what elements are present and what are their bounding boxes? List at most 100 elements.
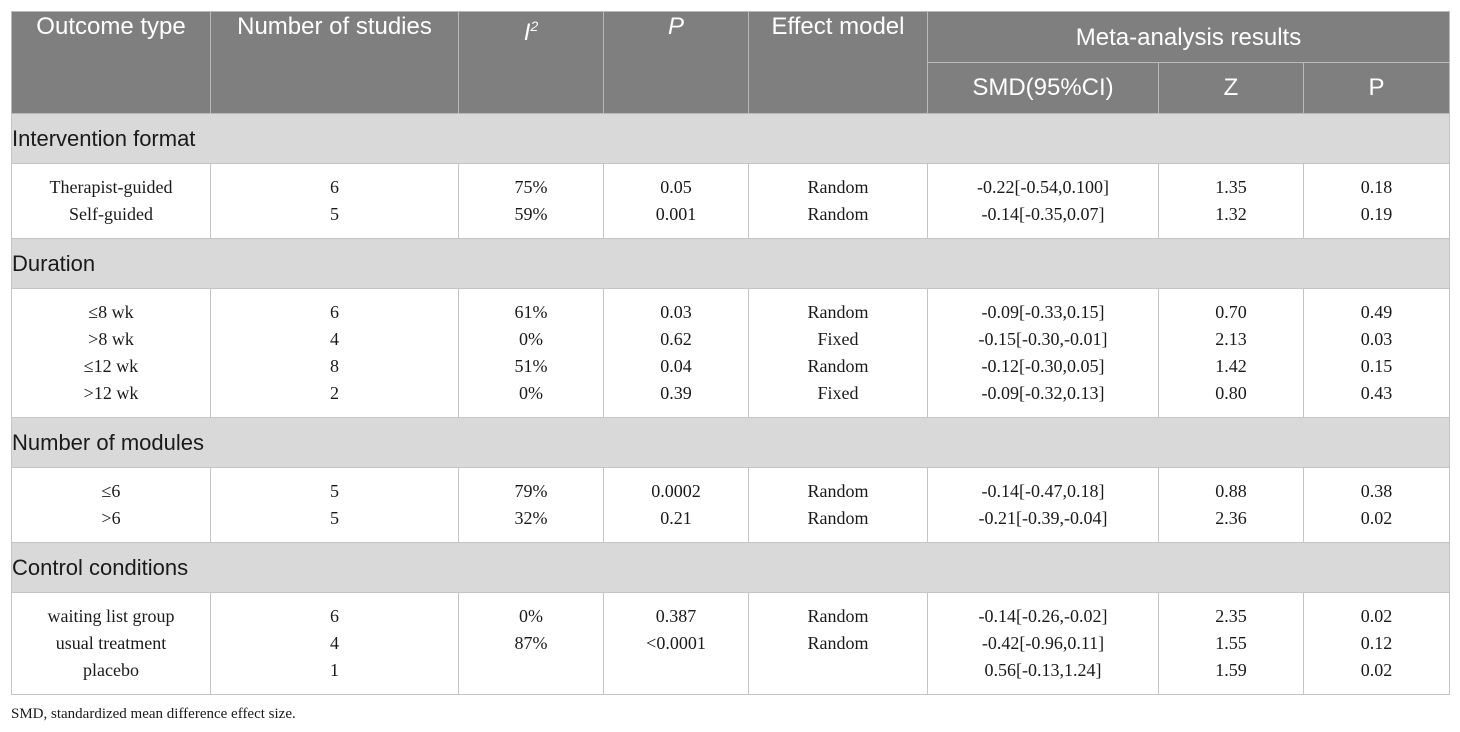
cell-z: 1.42 — [1158, 353, 1304, 380]
cell-model: Random — [748, 163, 928, 201]
cell-z: 1.35 — [1158, 163, 1304, 201]
cell-n: 5 — [210, 201, 459, 239]
cell-i2: 87% — [458, 630, 604, 657]
header-p-value: P — [1302, 62, 1451, 114]
cell-p2: 0.49 — [1302, 288, 1451, 326]
table-row: ≤8 wk 6 61% 0.03 Random -0.09[-0.33,0.15] 0.70… — [11, 288, 1451, 326]
cell-outcome: placebo — [11, 657, 211, 695]
group-title: Intervention format — [10, 113, 1451, 164]
subheader-row: SMD(95%CI) Z P — [12, 62, 1451, 114]
table-row: >8 wk 4 0% 0.62 Fixed -0.15[-0.30,-0.01] 2.13 0… — [11, 326, 1451, 353]
cell-outcome: >8 wk — [11, 326, 211, 353]
header-number-of-studies: Number of studies — [210, 11, 459, 114]
group-title: Control conditions — [10, 542, 1451, 593]
meta-analysis-table: Outcome type Number of studies I2 P Effe… — [10, 11, 1451, 695]
table-footnote: SMD, standardized mean difference effect… — [11, 706, 296, 722]
cell-model: Random — [748, 467, 928, 505]
table-row: Self-guided 5 59% 0.001 Random -0.14[-0.35,0.… — [11, 201, 1451, 239]
cell-p2: 0.19 — [1302, 201, 1451, 239]
cell-i2: 61% — [458, 288, 604, 326]
group-title: Number of modules — [10, 417, 1451, 468]
cell-smd: -0.15[-0.30,-0.01] — [927, 326, 1159, 353]
cell-p: 0.62 — [603, 326, 749, 353]
cell-model: Fixed — [748, 326, 928, 353]
cell-smd: -0.12[-0.30,0.05] — [927, 353, 1159, 380]
cell-p: 0.05 — [603, 163, 749, 201]
cell-smd: -0.09[-0.33,0.15] — [927, 288, 1159, 326]
cell-p: <0.0001 — [603, 630, 749, 657]
cell-z: 1.55 — [1158, 630, 1304, 657]
cell-z: 2.13 — [1158, 326, 1304, 353]
table-row: usual treatment 4 87% <0.0001 Random -0.42[-0… — [11, 630, 1451, 657]
cell-n: 4 — [210, 326, 459, 353]
cell-p: 0.387 — [603, 592, 749, 630]
cell-model: Random — [748, 630, 928, 657]
cell-i2: 75% — [458, 163, 604, 201]
table-row: >12 wk 2 0% 0.39 Fixed -0.09[-0.32,0.13] 0.80 0… — [11, 380, 1451, 418]
cell-p2: 0.02 — [1302, 657, 1451, 695]
cell-n: 5 — [210, 467, 459, 505]
table-row: placebo 1 0.56[-0.13,1.24] 1.59 0.02 — [11, 657, 1451, 695]
group-row: Number of modules — [10, 417, 1451, 468]
cell-p: 0.21 — [603, 505, 749, 543]
cell-p2: 0.12 — [1302, 630, 1451, 657]
cell-p2: 0.03 — [1302, 326, 1451, 353]
cell-model: Fixed — [748, 380, 928, 418]
cell-i2: 59% — [458, 201, 604, 239]
cell-n: 6 — [210, 163, 459, 201]
cell-outcome: >6 — [11, 505, 211, 543]
cell-outcome: ≤8 wk — [11, 288, 211, 326]
group-row: Control conditions — [10, 542, 1451, 593]
cell-model: Random — [748, 592, 928, 630]
cell-smd: -0.14[-0.26,-0.02] — [927, 592, 1159, 630]
cell-i2: 0% — [458, 326, 604, 353]
cell-i2: 0% — [458, 592, 604, 630]
cell-p: 0.39 — [603, 380, 749, 418]
cell-outcome: Self-guided — [11, 201, 211, 239]
cell-n: 6 — [210, 592, 459, 630]
cell-smd: -0.09[-0.32,0.13] — [927, 380, 1159, 418]
group-row: Duration — [10, 238, 1451, 289]
cell-p2: 0.02 — [1302, 505, 1451, 543]
header-i-squared: I2 — [458, 11, 604, 114]
cell-p: 0.04 — [603, 353, 749, 380]
cell-z: 0.70 — [1158, 288, 1304, 326]
cell-smd: 0.56[-0.13,1.24] — [927, 657, 1159, 695]
header-i-squared-sup: 2 — [530, 18, 539, 34]
cell-p2: 0.38 — [1302, 467, 1451, 505]
cell-p2: 0.15 — [1302, 353, 1451, 380]
cell-model: Random — [748, 353, 928, 380]
cell-i2: 0% — [458, 380, 604, 418]
table-row: Therapist-guided 6 75% 0.05 Random -0.22[-0.5… — [11, 163, 1451, 201]
group-title: Duration — [10, 238, 1451, 289]
table-row: >6 5 32% 0.21 Random -0.21[-0.39,-0.04] 2.36 0.… — [11, 505, 1451, 543]
cell-n: 2 — [210, 380, 459, 418]
cell-n: 6 — [210, 288, 459, 326]
cell-p: 0.0002 — [603, 467, 749, 505]
cell-z: 2.35 — [1158, 592, 1304, 630]
header-i-squared-base: I — [523, 19, 531, 46]
cell-outcome: waiting list group — [11, 592, 211, 630]
header-p: P — [603, 11, 749, 114]
cell-model: Random — [748, 505, 928, 543]
cell-n: 8 — [210, 353, 459, 380]
cell-model — [748, 657, 928, 695]
cell-n: 5 — [210, 505, 459, 543]
table-row: waiting list group 6 0% 0.387 Random -0.14[-0… — [11, 592, 1451, 630]
table-row: ≤12 wk 8 51% 0.04 Random -0.12[-0.30,0.05] 1.4… — [11, 353, 1451, 380]
cell-outcome: ≤6 — [11, 467, 211, 505]
header-z: Z — [1158, 62, 1304, 114]
cell-p2: 0.43 — [1302, 380, 1451, 418]
cell-i2: 51% — [458, 353, 604, 380]
cell-model: Random — [748, 201, 928, 239]
cell-p2: 0.18 — [1302, 163, 1451, 201]
cell-p2: 0.02 — [1302, 592, 1451, 630]
cell-i2: 32% — [458, 505, 604, 543]
cell-model: Random — [748, 288, 928, 326]
table-row: ≤6 5 79% 0.0002 Random -0.14[-0.47,0.18] 0.88 0… — [11, 467, 1451, 505]
cell-p — [603, 657, 749, 695]
cell-z: 0.88 — [1158, 467, 1304, 505]
header-row: Outcome type Number of studies I2 P Effe… — [11, 11, 1451, 114]
header-smd: SMD(95%CI) — [927, 62, 1159, 114]
cell-z: 2.36 — [1158, 505, 1304, 543]
